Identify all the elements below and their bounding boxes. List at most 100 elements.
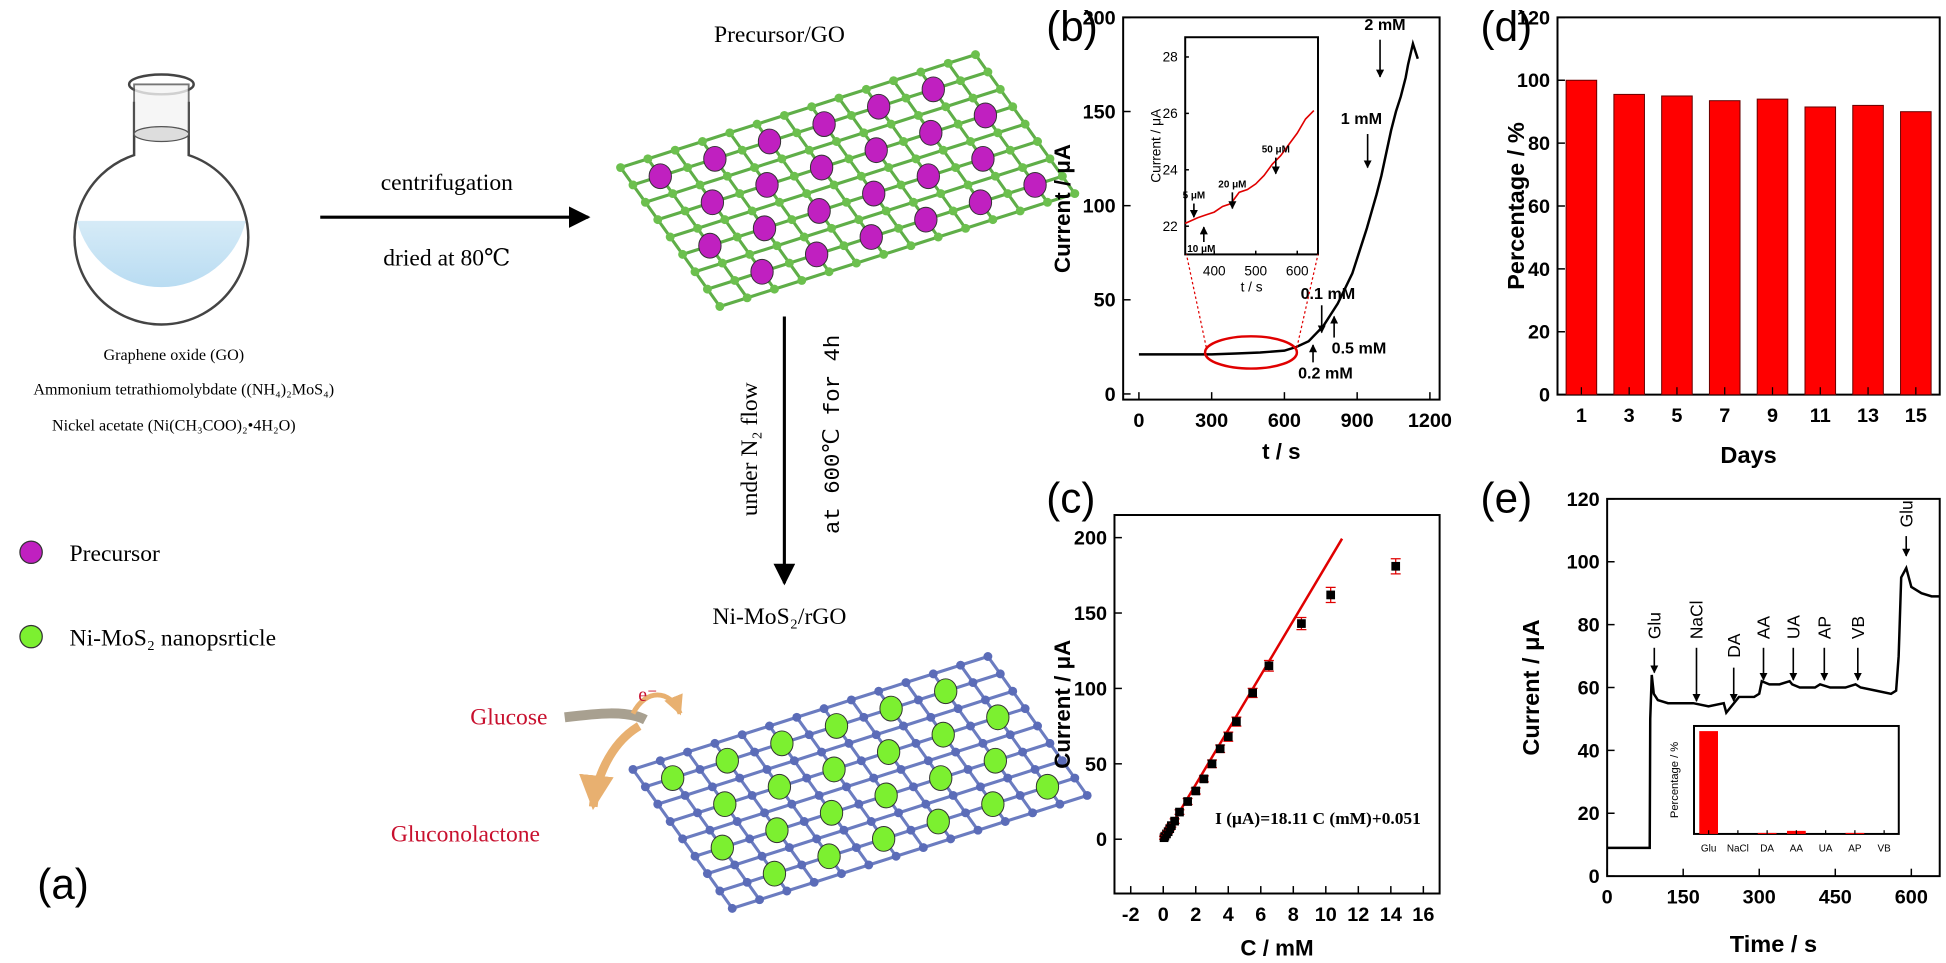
particle: [767, 773, 792, 800]
lattice-atom: [680, 791, 690, 800]
particle: [807, 198, 831, 224]
bar: [1804, 106, 1837, 396]
legend-swatch: [19, 540, 43, 565]
x-tick-label: 10: [1315, 904, 1337, 926]
annotation: I (μA)=18.11 C (mM)+0.051: [1215, 809, 1421, 828]
lattice-atom: [804, 730, 814, 740]
lattice-atom: [695, 764, 705, 774]
lattice-atom: [787, 799, 797, 809]
y-tick-label: 20: [1528, 322, 1550, 344]
lattice-atom: [889, 76, 899, 86]
y-tick-label: 120: [1567, 489, 1600, 511]
lattice-atom: [921, 799, 931, 809]
y-tick-label: 40: [1578, 740, 1600, 762]
lattice-atom: [628, 764, 638, 774]
lattice-atom: [859, 712, 869, 722]
x-axis-label: Days: [1720, 442, 1776, 468]
particle: [879, 695, 903, 722]
lattice-atom: [948, 791, 958, 800]
bar: [1900, 111, 1932, 396]
panel-label: (e): [1481, 475, 1533, 522]
y-tick-label: 60: [1528, 196, 1550, 218]
lattice-atom: [846, 695, 856, 705]
annotation: Glu: [1645, 612, 1665, 639]
annotation: 10 μM: [1187, 244, 1215, 255]
particle: [812, 111, 836, 138]
data-point: [1391, 561, 1401, 571]
y-tick-label: 80: [1578, 615, 1600, 637]
data-line: [1184, 109, 1315, 225]
y-tick-label: 120: [1517, 7, 1550, 29]
x-tick-label: 9: [1767, 405, 1778, 427]
y-tick-label: 28: [1163, 50, 1178, 65]
lattice-atom: [690, 267, 700, 277]
label: centrifugation: [381, 170, 513, 196]
lattice-atom: [899, 721, 908, 731]
lattice-atom: [851, 843, 861, 853]
lattice-atom: [799, 817, 809, 826]
x-tick-label: VB: [1878, 843, 1892, 854]
data-point: [1223, 732, 1233, 742]
lattice-atom: [809, 877, 819, 887]
particle: [919, 119, 943, 146]
x-tick-label: Glu: [1701, 843, 1716, 854]
lattice-atom: [747, 791, 757, 800]
x-axis-label: t / s: [1241, 280, 1263, 295]
lattice-atom: [814, 791, 824, 800]
particle: [1023, 171, 1047, 198]
particle: [770, 730, 794, 757]
lattice-atom: [730, 275, 740, 285]
lattice-atom: [1018, 747, 1028, 757]
x-tick-label: NaCl: [1727, 843, 1749, 854]
lattice-atom: [966, 137, 975, 146]
particle: [698, 232, 722, 259]
data-point: [1191, 786, 1201, 796]
lattice-atom: [665, 817, 675, 826]
y-tick-label: 50: [1085, 754, 1107, 776]
data-line: [1607, 564, 1940, 850]
lattice-atom: [769, 284, 779, 294]
lattice-atom: [732, 232, 742, 242]
lattice-atom: [784, 843, 794, 853]
lattice-atom: [797, 860, 807, 870]
x-tick-label: UA: [1819, 843, 1833, 854]
y-tick-label: 150: [1074, 603, 1107, 625]
particle: [986, 704, 1010, 731]
lattice-atom: [1070, 773, 1080, 783]
lattice-atom: [1015, 791, 1025, 800]
lattice-atom: [777, 154, 787, 164]
particle: [934, 678, 958, 705]
lattice-atom: [975, 782, 985, 792]
annotation: Glu: [1896, 500, 1916, 527]
lattice-atom: [953, 704, 963, 714]
label: Gluconolactone: [391, 821, 540, 847]
lattice-atom: [980, 695, 990, 705]
lattice-atom: [943, 58, 953, 68]
particle: [874, 782, 898, 809]
lattice-atom: [762, 764, 772, 774]
x-tick-label: 0: [1158, 904, 1169, 926]
particle: [871, 825, 896, 852]
lattice-atom: [745, 834, 755, 844]
lattice-atom: [896, 180, 906, 190]
x-tick-label: 4: [1223, 904, 1234, 926]
lattice-atom: [854, 799, 864, 809]
lattice-atom: [913, 110, 923, 120]
bar: [1661, 95, 1693, 396]
lattice-atom: [653, 215, 663, 225]
data-point: [1199, 774, 1209, 784]
lattice-atom: [715, 302, 725, 311]
x-tick-label: 600: [1895, 886, 1928, 908]
lattice-atom: [789, 171, 799, 181]
y-tick-label: 0: [1096, 829, 1107, 851]
lattice-atom: [710, 738, 720, 748]
particle: [819, 799, 844, 826]
lattice-atom: [824, 267, 834, 277]
bar: [1699, 731, 1718, 834]
data-point: [1326, 590, 1336, 600]
label: under N₂ flow: [737, 382, 763, 516]
x-tick-label: 6: [1255, 904, 1266, 926]
particle: [809, 154, 834, 181]
lattice-atom: [750, 747, 760, 757]
lattice-atom: [774, 197, 784, 207]
